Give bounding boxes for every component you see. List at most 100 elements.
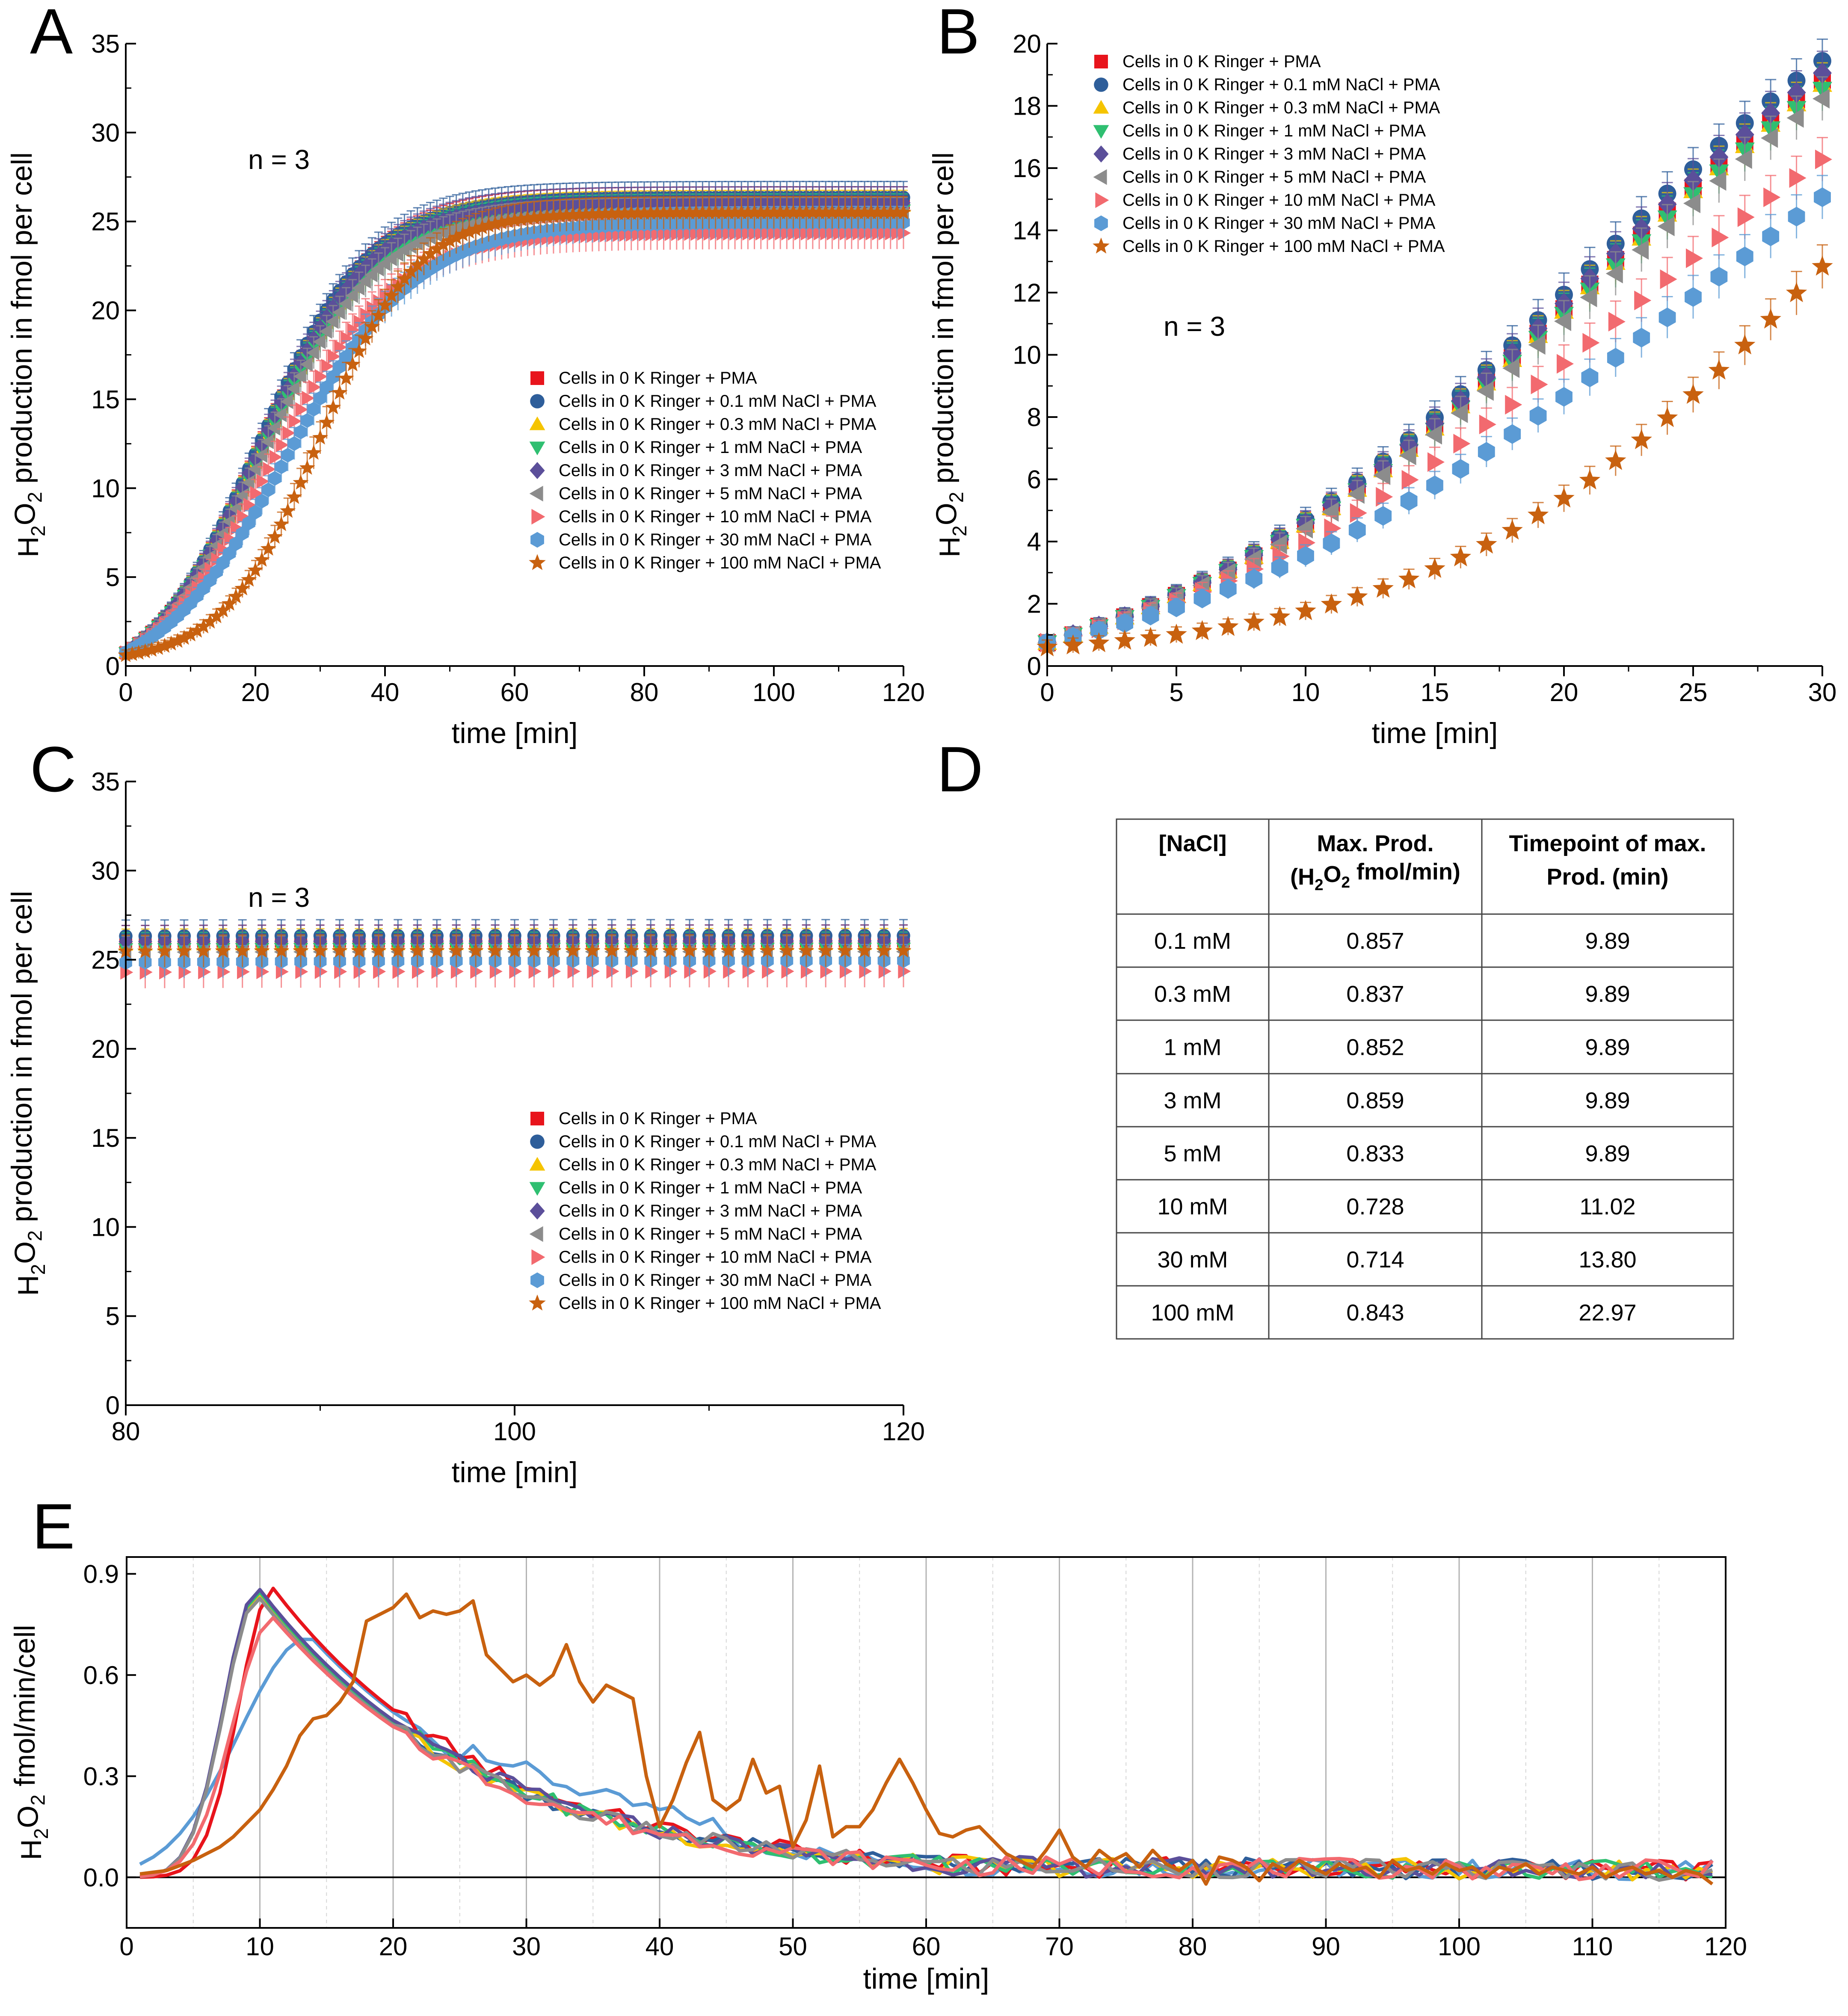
data-point-n100 bbox=[630, 204, 646, 220]
data-point-n10 bbox=[684, 226, 697, 241]
data-point-n30 bbox=[1194, 589, 1211, 609]
data-point-n5 bbox=[1554, 311, 1571, 331]
data-point-n10 bbox=[275, 438, 289, 453]
data-point-n10 bbox=[814, 225, 827, 241]
data-point-n10 bbox=[302, 391, 315, 406]
legend-item-n01: Cells in 0 K Ringer + 0.1 mM NaCl + PMA bbox=[530, 392, 877, 411]
data-point-n100 bbox=[636, 204, 652, 220]
marker-hexagon bbox=[530, 532, 544, 548]
data-point-n10 bbox=[742, 225, 755, 241]
data-point-n10 bbox=[755, 225, 768, 241]
data-point-n10 bbox=[826, 225, 840, 241]
data-point-n30 bbox=[1348, 520, 1366, 540]
legend-label: Cells in 0 K Ringer + 100 mM NaCl + PMA bbox=[1122, 237, 1445, 256]
data-point-n5 bbox=[306, 345, 320, 360]
data-point-n10 bbox=[1376, 487, 1393, 507]
data-point-n30 bbox=[1374, 506, 1392, 526]
text-run: H bbox=[933, 536, 966, 557]
data-point-n3 bbox=[1709, 146, 1729, 168]
data-point-n30 bbox=[1685, 287, 1702, 307]
data-point-n100 bbox=[714, 204, 730, 219]
legend-item-n1: Cells in 0 K Ringer + 1 mM NaCl + PMA bbox=[1093, 121, 1426, 140]
data-point-n10 bbox=[1737, 207, 1755, 227]
data-point-n30 bbox=[275, 459, 288, 474]
data-point-n10 bbox=[250, 486, 263, 501]
x-tick-label: 60 bbox=[500, 678, 529, 707]
data-point-n100 bbox=[584, 206, 601, 221]
data-point-n100 bbox=[1347, 586, 1368, 606]
data-point-n100 bbox=[124, 646, 140, 661]
data-point-n5 bbox=[1451, 403, 1468, 423]
data-point-n30 bbox=[255, 494, 269, 509]
data-point-n100 bbox=[798, 204, 814, 219]
legend-item-n3: Cells in 0 K Ringer + 3 mM NaCl + PMA bbox=[1093, 145, 1426, 163]
x-tick-label: 20 bbox=[241, 678, 270, 707]
data-point-n10 bbox=[1298, 533, 1315, 553]
data-point-n10 bbox=[1789, 168, 1807, 188]
data-point-n5 bbox=[274, 407, 287, 422]
data-point-n30 bbox=[1323, 533, 1340, 554]
legend-item-n01: Cells in 0 K Ringer + 0.1 mM NaCl + PMA bbox=[1094, 75, 1440, 94]
data-point-n5 bbox=[267, 420, 281, 436]
data-point-n5 bbox=[1347, 484, 1365, 504]
y-axis-title: H2O2 production in fmol per cell bbox=[927, 152, 971, 557]
data-point-n100 bbox=[1217, 616, 1239, 636]
data-point-n100 bbox=[390, 278, 406, 294]
y-tick-label: 15 bbox=[91, 385, 120, 414]
data-point-n100 bbox=[623, 205, 640, 220]
data-point-n100 bbox=[383, 287, 400, 303]
y-tick-label: 12 bbox=[1013, 278, 1041, 307]
data-point-n100 bbox=[837, 204, 853, 219]
data-point-n100 bbox=[720, 204, 737, 219]
data-point-n100 bbox=[183, 626, 198, 642]
y-tick-label: 18 bbox=[1013, 92, 1041, 121]
data-point-n3 bbox=[1735, 124, 1754, 145]
data-point-n10 bbox=[1686, 248, 1703, 268]
data-point-n100 bbox=[1786, 282, 1807, 302]
x-tick-label: 15 bbox=[1421, 678, 1449, 707]
data-point-n100 bbox=[811, 204, 827, 219]
data-point-n30 bbox=[1581, 367, 1599, 388]
data-point-n30 bbox=[1814, 187, 1831, 207]
legend-label: Cells in 0 K Ringer + 30 mM NaCl + PMA bbox=[559, 530, 872, 549]
data-point-n100 bbox=[280, 503, 296, 518]
data-point-n10 bbox=[898, 225, 911, 240]
legend-label: Cells in 0 K Ringer + 1 mM NaCl + PMA bbox=[1122, 121, 1426, 140]
data-point-n100 bbox=[312, 429, 328, 445]
y-tick-label: 10 bbox=[91, 474, 120, 503]
data-point-n100 bbox=[1295, 600, 1316, 620]
data-point-n30 bbox=[307, 402, 320, 417]
data-point-n100 bbox=[681, 204, 698, 220]
data-point-n10 bbox=[237, 509, 250, 524]
data-point-n30 bbox=[1633, 328, 1650, 348]
data-point-n100 bbox=[895, 204, 912, 219]
data-point-n100 bbox=[694, 204, 711, 220]
data-point-n5 bbox=[326, 314, 339, 329]
data-point-n100 bbox=[480, 217, 497, 233]
data-point-n100 bbox=[759, 204, 776, 219]
data-point-n5 bbox=[1657, 216, 1675, 237]
text-run: production in fmol per cell bbox=[6, 152, 38, 492]
data-point-n100 bbox=[772, 204, 788, 219]
data-point-n100 bbox=[766, 204, 782, 219]
data-point-n30 bbox=[223, 546, 236, 561]
data-point-n30 bbox=[340, 349, 352, 364]
data-point-n10 bbox=[1427, 452, 1445, 472]
data-point-n30 bbox=[1219, 579, 1237, 599]
data-point-n3 bbox=[1787, 82, 1806, 104]
data-point-n3 bbox=[1761, 102, 1780, 124]
panel-B: 0 2 4 6 8 10 12 14 16 18 20 0 5 10 15 20 25 30 time [min] H… bbox=[927, 30, 1837, 749]
data-point-n10 bbox=[671, 226, 684, 241]
data-point-n30 bbox=[1788, 207, 1805, 227]
data-point-n100 bbox=[273, 516, 290, 531]
data-point-n100 bbox=[144, 642, 160, 657]
data-point-n10 bbox=[872, 225, 885, 240]
data-point-n100 bbox=[202, 613, 218, 629]
data-point-n10 bbox=[373, 294, 386, 309]
legend-item-n10: Cells in 0 K Ringer + 10 mM NaCl + PMA bbox=[1095, 191, 1436, 210]
y-tick-label: 20 bbox=[1013, 30, 1041, 58]
y-tick-label: 10 bbox=[1013, 341, 1041, 370]
data-point-n100 bbox=[779, 204, 795, 219]
legend-item-pma: Cells in 0 K Ringer + PMA bbox=[530, 369, 757, 388]
